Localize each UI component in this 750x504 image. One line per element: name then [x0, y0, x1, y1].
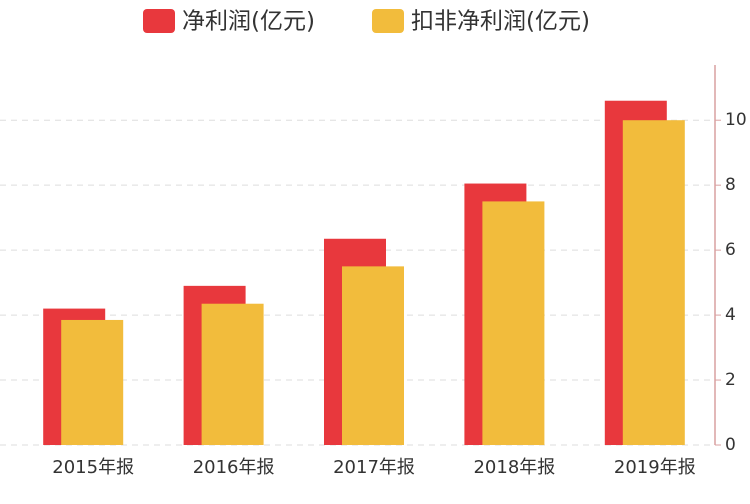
x-tick-label: 2019年报: [614, 457, 696, 478]
y-tick-label: 4: [725, 305, 736, 325]
x-tick-label: 2015年报: [52, 457, 134, 478]
y-tick-label: 6: [725, 240, 736, 260]
bar: [482, 201, 545, 445]
y-tick-label: 2: [725, 370, 736, 390]
legend-swatch: [143, 9, 175, 33]
bar: [342, 266, 404, 445]
x-tick-label: 2017年报: [333, 457, 415, 478]
legend-label: 扣非净利润(亿元): [411, 9, 590, 35]
y-tick-label: 10: [725, 110, 747, 130]
x-tick-label: 2018年报: [473, 457, 555, 478]
y-tick-label: 0: [725, 435, 736, 455]
x-tick-label: 2016年报: [193, 457, 275, 478]
bar: [622, 120, 685, 445]
y-tick-label: 8: [725, 175, 736, 195]
legend-swatch: [372, 9, 404, 33]
bar: [61, 319, 124, 445]
bar: [201, 303, 264, 445]
legend-label: 净利润(亿元): [182, 9, 315, 35]
